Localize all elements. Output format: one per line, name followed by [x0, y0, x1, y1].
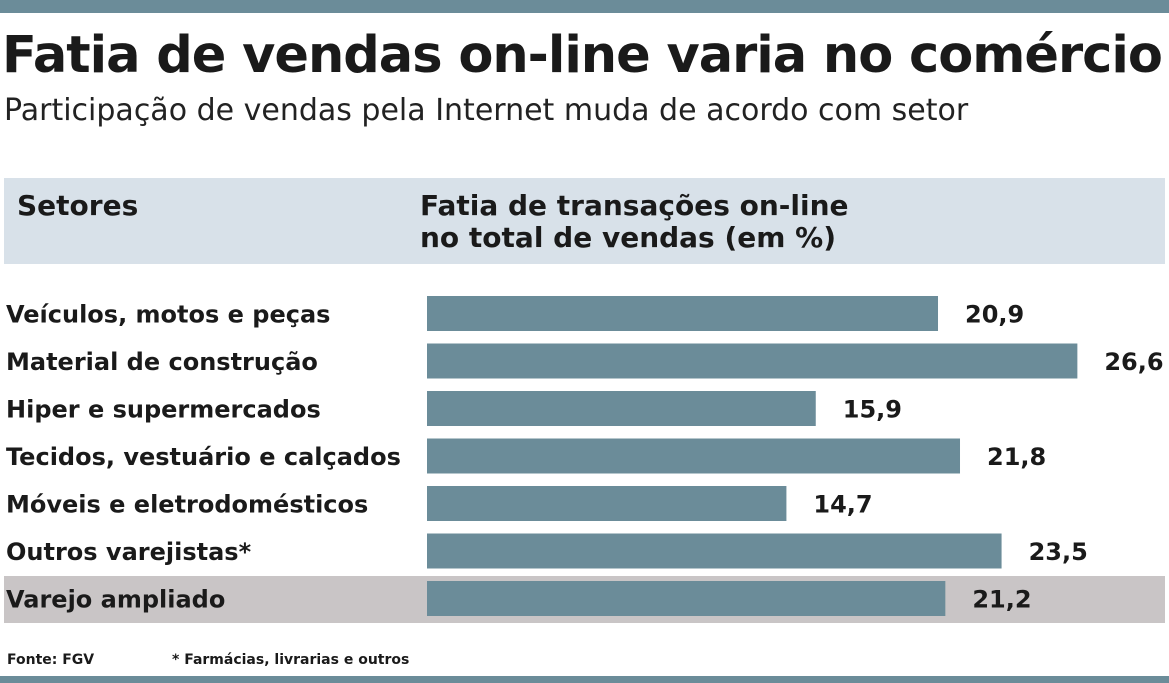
- category-label: Tecidos, vestuário e calçados: [6, 443, 401, 471]
- bar: [427, 391, 816, 426]
- bar: [427, 486, 787, 521]
- bar: [427, 343, 1078, 379]
- table-header-band: [4, 178, 1165, 264]
- bar: [427, 581, 946, 616]
- value-label: 21,8: [987, 443, 1046, 471]
- value-label: 26,6: [1104, 348, 1163, 376]
- column-header-share: Fatia de transações on-line no total de …: [420, 189, 849, 255]
- bar: [427, 533, 1002, 569]
- column-header-share-line2: no total de vendas (em %): [420, 221, 837, 255]
- footer-note: * Farmácias, livrarias e outros: [172, 652, 410, 668]
- chart-subtitle: Participação de vendas pela Internet mud…: [4, 93, 969, 128]
- category-label: Móveis e eletrodomésticos: [6, 491, 368, 519]
- value-label: 14,7: [813, 491, 872, 519]
- value-label: 20,9: [965, 301, 1024, 329]
- bottom-rule: [0, 676, 1169, 683]
- column-header-sectors: Setores: [17, 189, 139, 222]
- category-label: Varejo ampliado: [6, 586, 225, 614]
- footer-source: Fonte: FGV: [7, 652, 95, 668]
- category-label: Veículos, motos e peças: [6, 301, 330, 329]
- top-rule: [0, 0, 1169, 13]
- bar-chart: Veículos, motos e peças 20,9 Material de c…: [6, 296, 1164, 616]
- chart-title: Fatia de vendas on-line varia no comérci…: [2, 26, 1163, 85]
- value-label: 23,5: [1029, 538, 1088, 566]
- bar: [427, 438, 961, 474]
- category-label: Hiper e supermercados: [6, 396, 321, 424]
- category-label: Material de construção: [6, 348, 318, 376]
- column-header-share-line1: Fatia de transações on-line: [420, 189, 849, 222]
- bar: [427, 296, 939, 331]
- value-label: 21,2: [972, 586, 1031, 614]
- category-label: Outros varejistas*: [6, 538, 252, 566]
- value-label: 15,9: [843, 396, 902, 424]
